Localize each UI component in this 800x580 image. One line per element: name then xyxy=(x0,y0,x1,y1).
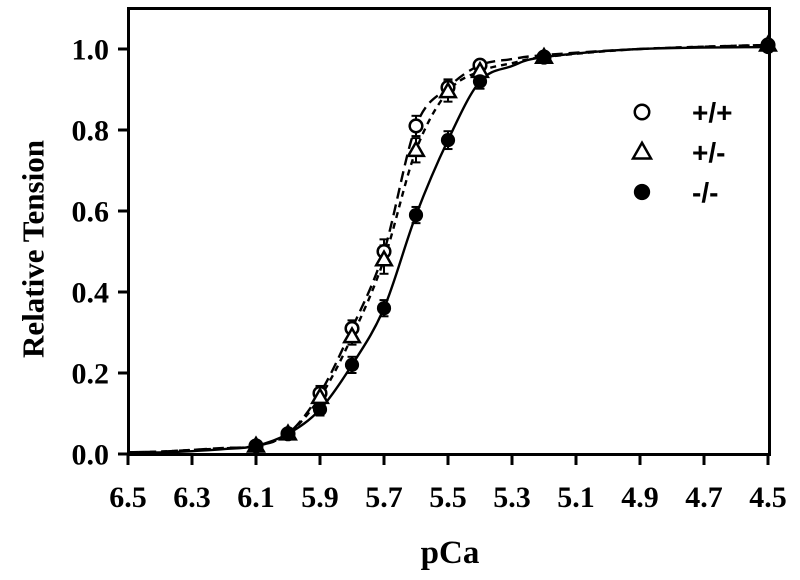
x-tick-label: 6.1 xyxy=(237,481,275,514)
y-axis-title: Relative Tension xyxy=(16,140,51,358)
fit-curve-+/- xyxy=(127,43,769,454)
fit-curve-+/+ xyxy=(127,43,769,454)
x-tick-label: 4.9 xyxy=(621,481,659,514)
x-axis-title: pCa xyxy=(421,535,480,571)
y-tick-label: 0.6 xyxy=(72,196,110,229)
axes: 6.5 6.3 6.1 5.9 5.7 5.5 5.3 5.1 4.9 4.7 4.5 0.0 0.2 0… xyxy=(72,7,787,514)
legend: +/+ +/- -/- xyxy=(630,97,732,208)
filled-circle-marker xyxy=(376,301,392,316)
y-tick-label: 0.8 xyxy=(72,115,110,148)
x-tick-label: 5.3 xyxy=(493,481,531,514)
open-triangle-marker xyxy=(374,249,394,267)
open-circle-marker xyxy=(408,118,424,134)
filled-circle-marker xyxy=(312,402,328,417)
open-triangle-marker xyxy=(438,81,458,99)
x-tick-label: 4.7 xyxy=(685,481,723,514)
x-tick-label: 5.7 xyxy=(365,481,403,514)
x-tick-label: 4.5 xyxy=(749,481,787,514)
open-circle-marker xyxy=(633,103,651,121)
filled-circle-marker xyxy=(536,50,552,65)
legend-label-+/-: +/- xyxy=(692,137,725,168)
legend-label--/-: -/- xyxy=(692,177,718,208)
filled-circle-marker xyxy=(472,74,488,89)
y-tick-label: 0.0 xyxy=(72,439,110,472)
fit-curve--/- xyxy=(127,45,769,454)
y-tick-label: 0.4 xyxy=(72,277,110,310)
x-tick-label: 6.3 xyxy=(173,481,211,514)
x-tick-label: 6.5 xyxy=(109,481,147,514)
y-tick-label: 1.0 xyxy=(72,34,110,67)
filled-circle-marker xyxy=(248,438,264,453)
filled-circle-marker xyxy=(633,183,651,201)
filled-circle-marker xyxy=(280,426,296,441)
x-tick-label: 5.9 xyxy=(301,481,339,514)
open-triangle-marker xyxy=(630,140,654,160)
x-tick-label: 5.5 xyxy=(429,481,467,514)
filled-circle-marker xyxy=(760,39,776,55)
legend-label-+/+: +/+ xyxy=(692,97,732,128)
open-triangle-marker xyxy=(406,139,426,158)
y-tick-label: 0.2 xyxy=(72,358,110,391)
series--/- xyxy=(248,39,776,453)
filled-circle-marker xyxy=(344,357,360,372)
x-tick-label: 5.1 xyxy=(557,481,595,514)
plot-frame xyxy=(127,7,771,456)
filled-circle-marker xyxy=(440,133,456,148)
open-triangle-marker xyxy=(342,326,362,344)
data-series xyxy=(127,34,778,454)
filled-circle-marker xyxy=(408,207,424,223)
